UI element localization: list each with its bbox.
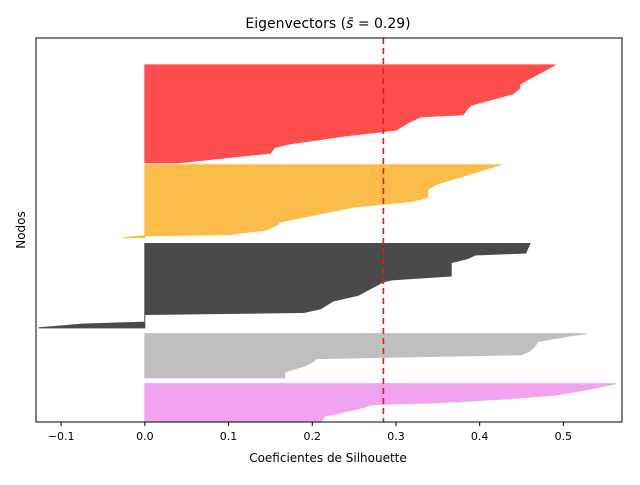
x-tick-label: 0.3 xyxy=(387,430,405,443)
series-layer xyxy=(38,64,617,423)
x-tick-label: 0.1 xyxy=(220,430,238,443)
x-axis-label: Coeficientes de Silhouette xyxy=(249,451,407,465)
silhouette-cluster-4 xyxy=(144,64,556,164)
x-tick-label: 0.2 xyxy=(304,430,322,443)
silhouette-cluster-2 xyxy=(38,242,531,329)
silhouette-cluster-3 xyxy=(123,164,501,239)
y-axis-label: Nodos xyxy=(14,211,28,249)
x-tick-label: −0.1 xyxy=(48,430,75,443)
chart-title: Eigenvectors (s̄ = 0.29) xyxy=(245,16,410,32)
x-axis-ticks: −0.1 0.0 0.1 0.2 0.3 0.4 0.5 xyxy=(48,422,572,443)
x-tick-label: 0.4 xyxy=(471,430,489,443)
x-tick-label: 0.0 xyxy=(136,430,154,443)
x-tick-label: 0.5 xyxy=(555,430,573,443)
silhouette-cluster-1 xyxy=(144,333,587,379)
silhouette-cluster-0 xyxy=(144,383,617,423)
plot-frame xyxy=(35,37,623,423)
